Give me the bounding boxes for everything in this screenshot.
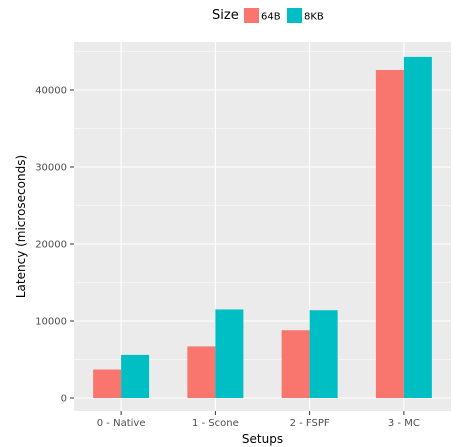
x-tick-label: 0 - Native (97, 418, 146, 429)
bar-8KB-1 (215, 309, 244, 398)
y-axis: 0 10000 20000 30000 40000 (35, 86, 74, 405)
bar-64B-1 (187, 346, 216, 398)
y-tick-label: 10000 (35, 317, 67, 328)
x-tick-label: 1 - Scone (192, 418, 239, 429)
legend: Size 64B 8KB (212, 8, 324, 23)
x-axis: 0 - Native 1 - Scone 2 - FSPF 3 - MC (97, 411, 420, 429)
x-tick-label: 3 - MC (388, 418, 420, 429)
legend-label-64B: 64B (261, 12, 281, 23)
legend-key-64B (244, 8, 259, 23)
bar-64B-2 (281, 330, 310, 398)
y-axis-title: Latency (microseconds) (14, 155, 28, 298)
bar-64B-0 (93, 369, 122, 398)
legend-title: Size (212, 8, 239, 23)
bar-8KB-0 (121, 354, 150, 398)
bar-8KB-3 (403, 56, 432, 398)
x-tick-label: 2 - FSPF (290, 418, 330, 429)
legend-key-8KB (287, 8, 302, 23)
y-tick-label: 0 (61, 394, 67, 405)
bar-64B-3 (375, 69, 404, 398)
y-tick-label: 20000 (35, 240, 67, 251)
bar-8KB-2 (309, 310, 338, 398)
bars (93, 56, 432, 398)
y-tick-label: 40000 (35, 86, 67, 97)
y-tick-label: 30000 (35, 163, 67, 174)
legend-label-8KB: 8KB (304, 12, 324, 23)
x-axis-title: Setups (242, 432, 283, 446)
